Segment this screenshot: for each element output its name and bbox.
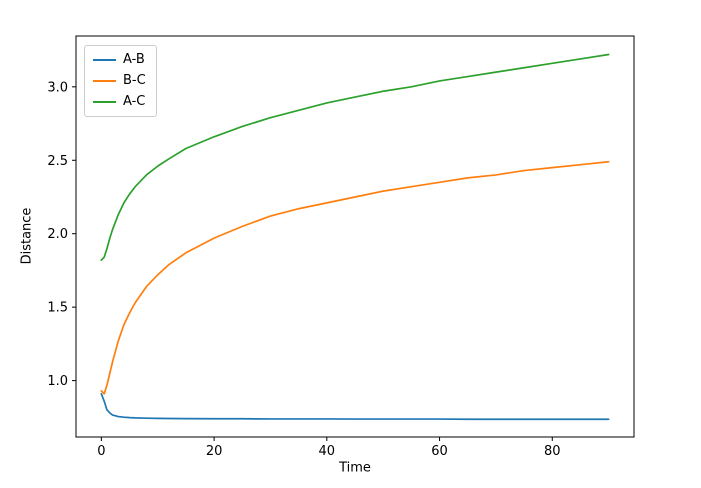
series-line-A-C xyxy=(100,53,610,261)
axes-frame xyxy=(75,35,635,438)
x-tick-label: 0 xyxy=(97,444,105,459)
legend-item-B-C: B-C xyxy=(93,73,146,89)
series-line-A-B xyxy=(100,392,610,421)
legend: A-B B-C A-C xyxy=(84,45,157,117)
legend-label: A-B xyxy=(123,52,145,67)
y-tick-label: 2.0 xyxy=(47,227,68,242)
x-tick-label: 80 xyxy=(544,444,561,459)
y-axis-label: Distance xyxy=(19,207,35,265)
x-tick-label: 20 xyxy=(206,444,223,459)
legend-line-sample xyxy=(93,59,116,61)
y-tick-label: 2.5 xyxy=(47,154,68,169)
legend-line-sample xyxy=(93,80,116,82)
x-tick-label: 60 xyxy=(431,444,448,459)
x-tick-label: 40 xyxy=(319,444,336,459)
legend-line-sample xyxy=(93,101,116,103)
y-tick-label: 3.0 xyxy=(47,80,68,95)
y-tick-label: 1.5 xyxy=(47,301,68,316)
series-line-B-C xyxy=(100,160,610,395)
legend-label: A-C xyxy=(123,94,146,109)
legend-label: B-C xyxy=(123,73,146,88)
y-tick-label: 1.0 xyxy=(47,374,68,389)
x-axis-label: Time xyxy=(339,460,371,476)
legend-item-A-B: A-B xyxy=(93,52,146,68)
legend-item-A-C: A-C xyxy=(93,94,146,110)
